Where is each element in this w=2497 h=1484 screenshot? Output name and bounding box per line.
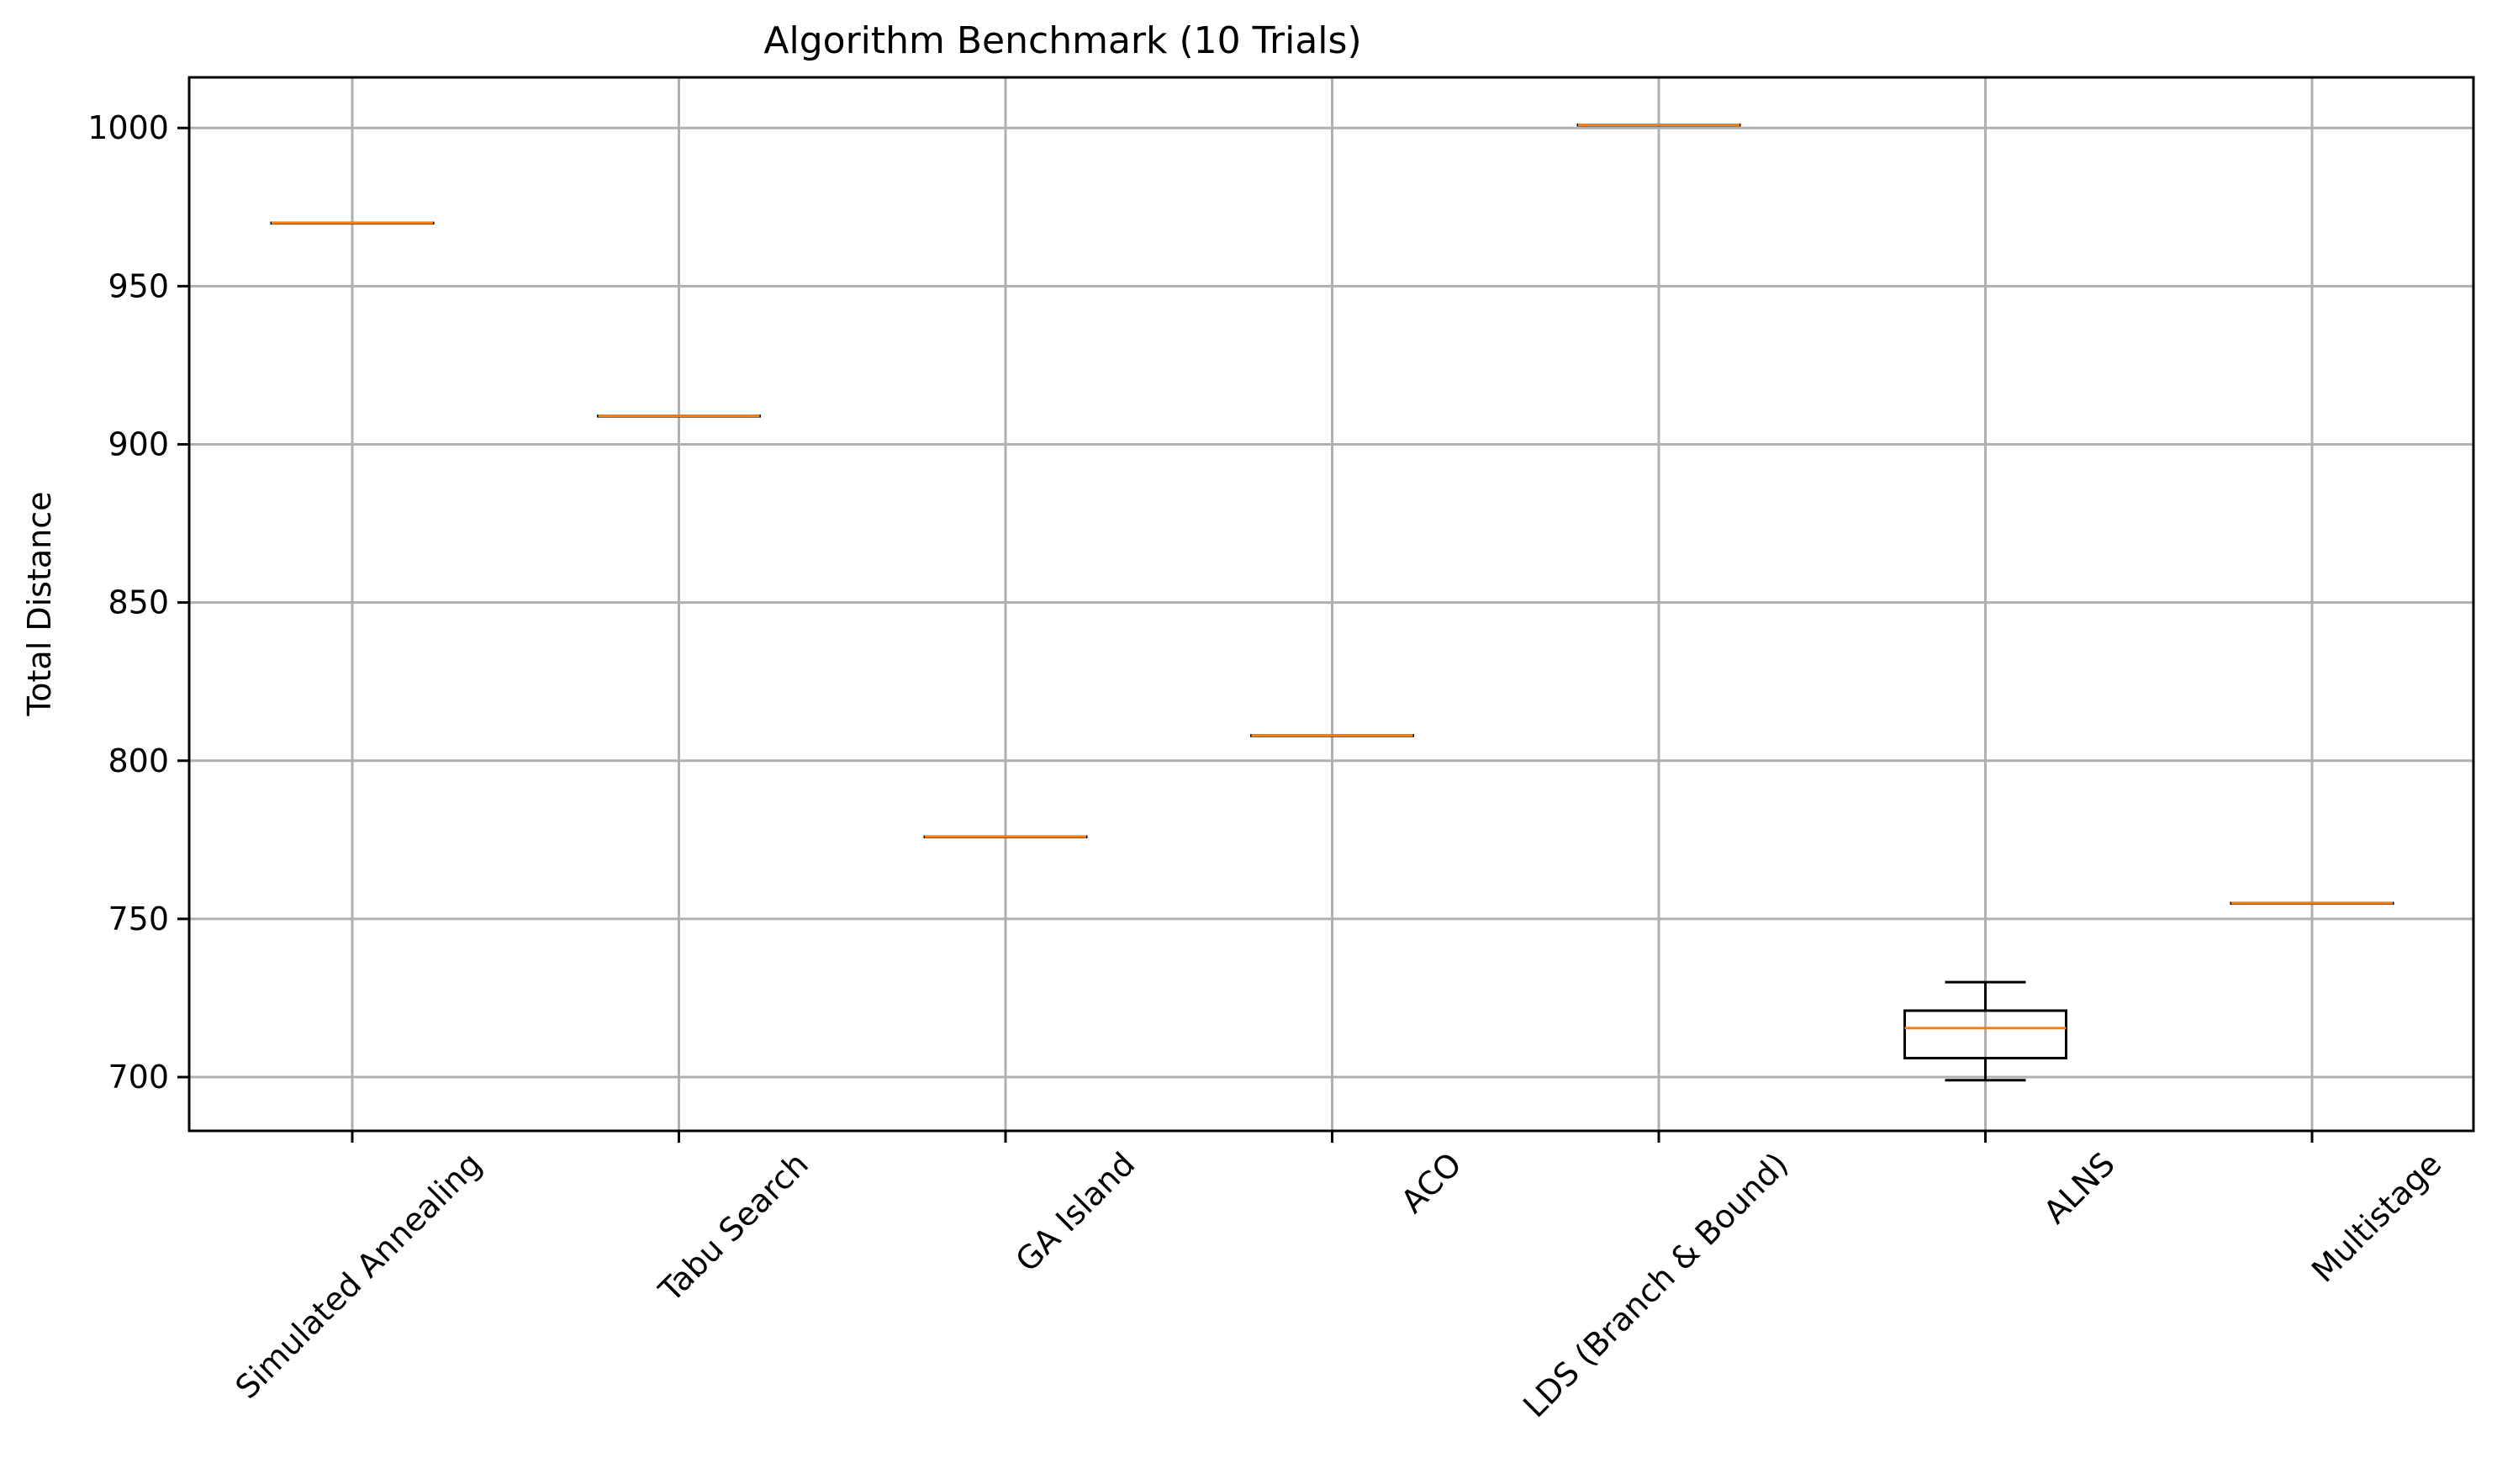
box-5 xyxy=(1903,980,2067,1082)
y-axis: 700 750 800 850 900 950 1000 xyxy=(87,109,189,1096)
box-1 xyxy=(597,415,761,418)
y-tick-label: 700 xyxy=(108,1059,169,1096)
y-tick-label: 900 xyxy=(108,425,169,462)
y-tick-label: 1000 xyxy=(87,109,169,146)
x-tick-label: Tabu Search xyxy=(652,1145,816,1309)
box-6 xyxy=(2230,901,2394,906)
x-tick-label: Simulated Annealing xyxy=(228,1145,488,1406)
box-4 xyxy=(1576,123,1741,127)
y-tick-label: 800 xyxy=(108,742,169,779)
x-tick-label: Multistage xyxy=(2304,1145,2448,1289)
box-3 xyxy=(1250,734,1414,737)
chart-title: Algorithm Benchmark (10 Trials) xyxy=(763,19,1361,62)
y-tick-label: 950 xyxy=(108,267,169,304)
box-0 xyxy=(270,221,435,225)
box-series xyxy=(270,123,2394,1082)
y-axis-label: Total Distance xyxy=(21,492,58,717)
y-tick-label: 850 xyxy=(108,584,169,621)
x-tick-label: GA Island xyxy=(1009,1145,1143,1279)
x-tick-label: ACO xyxy=(1394,1145,1469,1220)
y-tick-label: 750 xyxy=(108,900,169,937)
x-axis: Simulated Annealing Tabu Search GA Island A… xyxy=(228,1131,2448,1424)
plot-frame xyxy=(187,76,2475,1133)
grid-lines xyxy=(189,77,2473,1131)
x-tick-label: ALNS xyxy=(2036,1145,2122,1231)
x-tick-label: LDS (Branch & Bound) xyxy=(1516,1145,1795,1424)
